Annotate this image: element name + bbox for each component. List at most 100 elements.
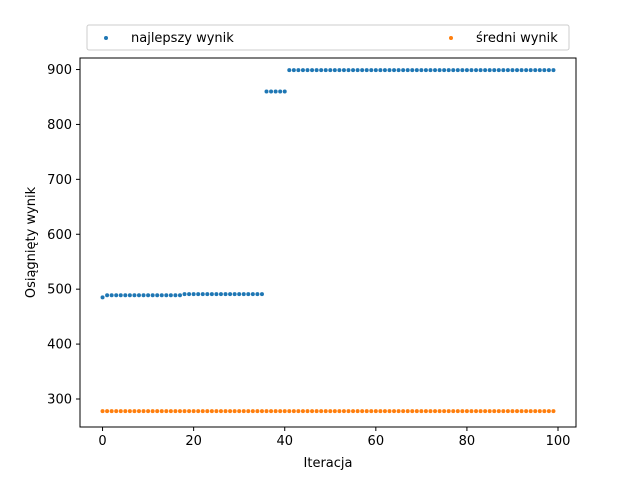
best-score-point (405, 68, 410, 73)
best-score-point (123, 293, 128, 298)
x-axis-label: Iteracja (304, 456, 353, 471)
average-score-point (314, 409, 319, 414)
average-score-point (123, 409, 128, 414)
average-score-point (519, 409, 524, 414)
best-score-point (282, 89, 287, 94)
best-score-point (364, 68, 369, 73)
best-score-point (314, 68, 319, 73)
average-score-point (332, 409, 337, 414)
average-score-point (542, 409, 547, 414)
average-score-point (177, 409, 182, 414)
average-score-point (205, 409, 210, 414)
average-score-point (455, 409, 460, 414)
average-score-point (232, 409, 237, 414)
average-score-point (533, 409, 538, 414)
average-score-point (346, 409, 351, 414)
average-score-point (419, 409, 424, 414)
best-score-point (510, 68, 515, 73)
average-score-point (337, 409, 342, 414)
best-score-point (173, 293, 178, 298)
average-score-point (423, 409, 428, 414)
best-score-point (423, 68, 428, 73)
average-score-point (433, 409, 438, 414)
average-score-point (300, 409, 305, 414)
best-score-point (433, 68, 438, 73)
best-score-point (337, 68, 342, 73)
x-axis-ticks: 0 20 40 60 80 100 (98, 427, 570, 449)
best-score-point (319, 68, 324, 73)
best-score-point (387, 68, 392, 73)
average-score-point (469, 409, 474, 414)
best-score-point (360, 68, 365, 73)
y-tick-label: 700 (47, 173, 72, 188)
average-score-point (442, 409, 447, 414)
average-score-point (496, 409, 501, 414)
legend-label-best: najlepszy wynik (131, 31, 234, 46)
best-score-point (241, 292, 246, 297)
average-score-point (378, 409, 383, 414)
best-score-point (373, 68, 378, 73)
average-score-point (360, 409, 365, 414)
best-score-point (537, 68, 542, 73)
average-score-point (373, 409, 378, 414)
average-score-point (182, 409, 187, 414)
best-score-point (159, 293, 164, 298)
average-score-point (328, 409, 333, 414)
average-score-point (155, 409, 160, 414)
best-score-point (460, 68, 465, 73)
average-score-point (246, 409, 251, 414)
best-score-point (305, 68, 310, 73)
average-score-point (164, 409, 169, 414)
average-score-point (287, 409, 292, 414)
best-score-point (501, 68, 506, 73)
best-score-point (155, 293, 160, 298)
best-score-point (505, 68, 510, 73)
best-score-point (255, 292, 260, 297)
x-tick-label: 60 (368, 434, 385, 449)
average-score-point (136, 409, 141, 414)
y-tick-label: 600 (47, 228, 72, 243)
average-score-point (487, 409, 492, 414)
best-score-point (369, 68, 374, 73)
average-score-point (291, 409, 296, 414)
average-score-point (464, 409, 469, 414)
average-score-point (524, 409, 529, 414)
average-score-point (501, 409, 506, 414)
average-score-point (282, 409, 287, 414)
best-score-point (332, 68, 337, 73)
y-tick-label: 800 (47, 118, 72, 133)
average-score-point (114, 409, 119, 414)
average-score-point (228, 409, 233, 414)
best-score-point (382, 68, 387, 73)
average-score-point (355, 409, 360, 414)
average-score-point (264, 409, 269, 414)
best-score-point (428, 68, 433, 73)
average-score-point (446, 409, 451, 414)
average-score-point (478, 409, 483, 414)
best-score-point (378, 68, 383, 73)
best-score-point (196, 292, 201, 297)
average-score-point (382, 409, 387, 414)
average-score-point (551, 409, 556, 414)
average-score-point (451, 409, 456, 414)
best-score-point (483, 68, 488, 73)
best-score-point (451, 68, 456, 73)
average-score-point (546, 409, 551, 414)
best-score-point (237, 292, 242, 297)
best-score-point (141, 293, 146, 298)
best-score-point (209, 292, 214, 297)
y-tick-label: 400 (47, 338, 72, 353)
average-score-point (255, 409, 260, 414)
best-score-point (528, 68, 533, 73)
best-score-point (533, 68, 538, 73)
average-score-point (474, 409, 479, 414)
best-score-point (228, 292, 233, 297)
average-score-point (483, 409, 488, 414)
best-score-point (232, 292, 237, 297)
best-score-point (442, 68, 447, 73)
average-score-point (250, 409, 255, 414)
best-score-point (296, 68, 301, 73)
best-score-point (118, 293, 123, 298)
best-score-point (150, 293, 155, 298)
